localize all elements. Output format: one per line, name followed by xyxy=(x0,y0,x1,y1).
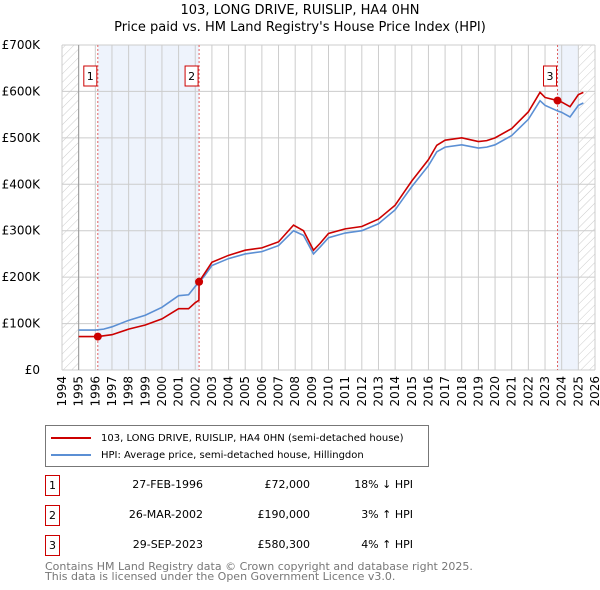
shaded-range xyxy=(97,45,200,370)
x-tick-label: 2011 xyxy=(338,376,352,407)
y-tick-label: £700K xyxy=(2,38,42,52)
x-tick-label: 2000 xyxy=(155,376,169,407)
transaction-point xyxy=(195,277,204,286)
legend-label-property: 103, LONG DRIVE, RUISLIP, HA4 0HN (semi-… xyxy=(101,432,404,444)
transaction-label: 2 xyxy=(188,70,195,83)
transaction-label-box xyxy=(184,65,199,87)
y-tick-label: £100K xyxy=(2,317,42,331)
legend-swatch-hpi xyxy=(51,454,91,456)
transaction-number: 1 xyxy=(45,475,60,496)
chart-title: 103, LONG DRIVE, RUISLIP, HA4 0HN xyxy=(180,3,420,18)
x-tick-label: 1999 xyxy=(138,376,152,407)
x-tick-label: 2006 xyxy=(255,376,269,407)
x-tick-label: 2025 xyxy=(571,376,585,407)
x-tick-label: 2003 xyxy=(205,376,219,407)
hatched-range xyxy=(578,45,595,370)
x-tick-label: 2026 xyxy=(588,376,600,407)
x-tick-label: 2019 xyxy=(471,376,485,407)
x-tick-label: 2010 xyxy=(322,376,336,407)
x-tick-label: 2014 xyxy=(388,376,402,407)
footer-licence: This data is licensed under the Open Gov… xyxy=(45,570,396,583)
transaction-number: 2 xyxy=(45,505,60,526)
transaction-row: 2 26-MAR-2002 £190,000 3% ↑ HPI xyxy=(45,505,465,526)
transaction-price: £190,000 xyxy=(257,508,311,521)
x-tick-label: 2004 xyxy=(222,376,236,407)
x-tick-label: 2005 xyxy=(238,376,252,407)
transaction-label: 3 xyxy=(547,70,554,83)
y-tick-label: £300K xyxy=(2,224,42,238)
legend-swatch-property xyxy=(51,437,91,439)
footer-copyright: Contains HM Land Registry data © Crown c… xyxy=(45,560,473,573)
x-tick-label: 2008 xyxy=(288,376,302,407)
x-tick-label: 2012 xyxy=(355,376,369,407)
x-tick-label: 1998 xyxy=(122,376,136,407)
x-tick-label: 2007 xyxy=(272,376,286,407)
x-tick-label: 2009 xyxy=(305,376,319,407)
legend: 103, LONG DRIVE, RUISLIP, HA4 0HN (semi-… xyxy=(45,425,429,467)
property-series-line xyxy=(78,91,584,338)
x-tick-label: 2023 xyxy=(538,376,552,407)
legend-label-hpi: HPI: Average price, semi-detached house,… xyxy=(101,449,364,461)
y-tick-label: £500K xyxy=(2,131,42,145)
transaction-date: 26-MAR-2002 xyxy=(128,508,203,521)
chart-subtitle: Price paid vs. HM Land Registry's House … xyxy=(114,20,486,35)
transaction-label-box xyxy=(83,65,98,87)
x-tick-label: 2018 xyxy=(455,376,469,407)
x-tick-label: 1996 xyxy=(88,376,102,407)
x-tick-label: 1994 xyxy=(55,376,69,407)
transaction-price: £580,300 xyxy=(257,538,311,551)
price-chart: 1994 1995 1996 1997 1998 1999 2000 2001 2002 2003… xyxy=(2,38,600,407)
y-tick-label: £0 xyxy=(25,363,40,377)
transaction-hpi-diff: 3% ↑ HPI xyxy=(361,508,413,521)
transaction-number: 3 xyxy=(45,535,60,556)
x-tick-label: 2024 xyxy=(555,376,569,407)
transaction-point xyxy=(93,332,102,341)
x-tick-label: 2013 xyxy=(371,376,385,407)
transaction-hpi-diff: 18% ↓ HPI xyxy=(354,478,413,491)
x-tick-label: 2017 xyxy=(438,376,452,407)
y-tick-label: £600K xyxy=(2,84,42,98)
x-tick-label: 1995 xyxy=(72,376,86,407)
x-tick-label: 2022 xyxy=(521,376,535,407)
transaction-hpi-diff: 4% ↑ HPI xyxy=(361,538,413,551)
transaction-label-box xyxy=(543,65,558,87)
hpi-series-line xyxy=(78,99,584,331)
x-tick-label: 2002 xyxy=(188,376,202,407)
shaded-range xyxy=(557,45,579,370)
transaction-label: 1 xyxy=(87,70,94,83)
transaction-date: 29-SEP-2023 xyxy=(132,538,203,551)
x-tick-label: 2001 xyxy=(172,376,186,407)
transaction-row: 3 29-SEP-2023 £580,300 4% ↑ HPI xyxy=(45,535,465,556)
hatched-range xyxy=(62,45,79,370)
transaction-row: 1 27-FEB-1996 £72,000 18% ↓ HPI xyxy=(45,475,465,496)
x-tick-label: 2020 xyxy=(488,376,502,407)
x-tick-label: 1997 xyxy=(105,376,119,407)
y-tick-label: £200K xyxy=(2,270,42,284)
x-tick-label: 2015 xyxy=(405,376,419,407)
x-tick-label: 2016 xyxy=(421,376,435,407)
x-tick-label: 2021 xyxy=(505,376,519,407)
transaction-price: £72,000 xyxy=(264,478,311,491)
y-tick-label: £400K xyxy=(2,177,42,191)
transaction-point xyxy=(553,96,562,105)
transaction-date: 27-FEB-1996 xyxy=(132,478,203,491)
